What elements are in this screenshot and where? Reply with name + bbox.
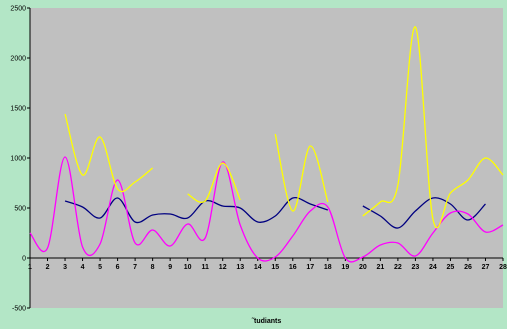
x-tick-label: 2 xyxy=(46,264,50,271)
x-tick-label: 26 xyxy=(464,264,472,271)
x-axis: 1 2 3 4 5 6 7 8 9 10 11 12 13 14 15 16 17 18 19 20 21 22 23 24 2… xyxy=(28,257,507,271)
x-axis-title: ˜tudiants xyxy=(251,318,282,325)
x-tick-label: 24 xyxy=(429,264,437,271)
x-tick-label: 25 xyxy=(447,264,455,271)
x-tick-label: 6 xyxy=(116,264,120,271)
x-tick-label: 16 xyxy=(289,264,297,271)
x-tick-label: 27 xyxy=(482,264,490,271)
x-tick-label: 15 xyxy=(271,264,279,271)
x-tick-label: 19 xyxy=(341,264,349,271)
x-tick-label: 23 xyxy=(412,264,420,271)
y-tick-label: -500 xyxy=(12,306,26,313)
series-line-1 xyxy=(362,197,486,229)
x-tick-label: 14 xyxy=(254,264,262,271)
x-tick-label: 13 xyxy=(236,264,244,271)
series-line-3 xyxy=(362,26,504,229)
x-tick-label: 8 xyxy=(151,264,155,271)
x-tick-label: 11 xyxy=(201,264,209,271)
x-tick-label: 17 xyxy=(306,264,314,271)
x-tick-label: 5 xyxy=(98,264,102,271)
y-tick-label: 2000 xyxy=(10,56,26,63)
series-line-3 xyxy=(64,113,154,193)
plot-area xyxy=(30,8,503,308)
x-tick-label: 4 xyxy=(81,264,85,271)
y-tick-label: 1500 xyxy=(10,106,26,113)
x-tick-label: 20 xyxy=(359,264,367,271)
series-layer xyxy=(29,26,504,263)
x-tick-label: 3 xyxy=(63,264,67,271)
x-tick-label: 18 xyxy=(324,264,332,271)
x-tick-label: 9 xyxy=(168,264,172,271)
x-tick-label: 7 xyxy=(133,264,137,271)
y-tick-label: 0 xyxy=(22,256,26,263)
x-tick-label: 1 xyxy=(28,264,32,271)
x-tick-label: 10 xyxy=(184,264,192,271)
x-tick-label: 28 xyxy=(499,264,507,271)
series-line-2 xyxy=(29,156,504,263)
x-tick-label: 21 xyxy=(376,264,384,271)
y-tick-label: 2500 xyxy=(10,6,26,13)
series-line-3 xyxy=(274,133,329,212)
y-tick-label: 1000 xyxy=(10,156,26,163)
x-tick-label: 12 xyxy=(219,264,227,271)
y-tick-label: 500 xyxy=(14,206,26,213)
x-tick-label: 22 xyxy=(394,264,402,271)
series-line-3 xyxy=(187,162,241,203)
